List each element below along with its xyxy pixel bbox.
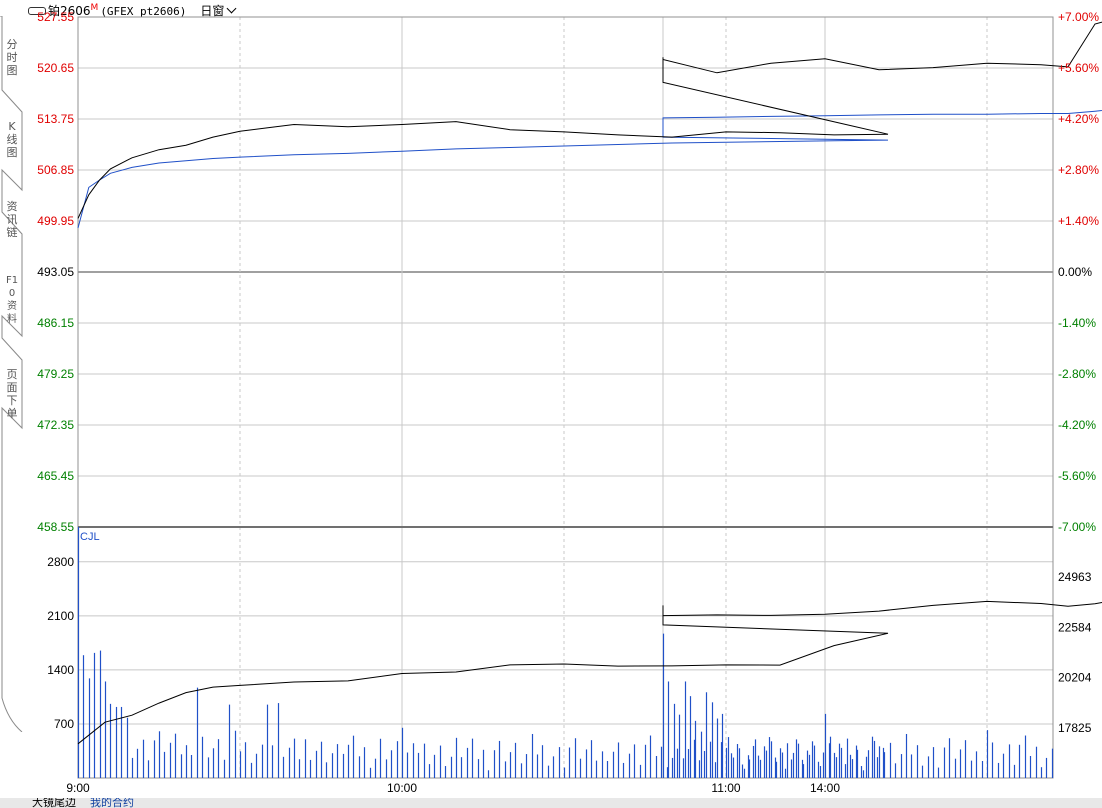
volume-tick-label: 2100 [47, 609, 74, 623]
time-tick-label: 9:00 [66, 781, 90, 795]
price-tick-label: 520.65 [37, 61, 74, 75]
side-tabs: 分时图 K线图 资讯链 F10资料 页面下单 [0, 16, 24, 732]
percent-tick-label: -7.00% [1058, 520, 1096, 534]
axis-labels: 527.55 +7.00% 520.65 +5.60% 513.75 +4.20% 506.… [37, 10, 1099, 795]
window-dropdown-label: 日窗 [200, 4, 225, 18]
price-tick-label: 486.15 [37, 316, 74, 330]
percent-tick-label: -2.80% [1058, 367, 1096, 381]
side-tab-f10[interactable]: F10资料 [5, 275, 19, 325]
price-tick-label: 465.45 [37, 469, 74, 483]
side-tab-kline[interactable]: K线图 [6, 120, 18, 159]
time-tick-label: 11:00 [711, 781, 740, 795]
average-price-line [77, 109, 1102, 229]
price-tick-label: 458.55 [37, 520, 74, 534]
volume-tick-label: 1400 [47, 663, 74, 677]
plot-border [77, 16, 1054, 779]
percent-tick-label: -1.40% [1058, 316, 1096, 330]
open-interest-tick-label: 24963 [1058, 570, 1092, 584]
price-tick-label: 506.85 [37, 163, 74, 177]
volume-bars [77, 527, 1054, 778]
open-interest-tick-label: 20204 [1058, 671, 1092, 685]
side-tab-intraday[interactable]: 分时图 [6, 38, 18, 77]
time-tick-label: 14:00 [810, 781, 840, 795]
percent-tick-label: +5.60% [1058, 61, 1099, 75]
my-contracts-link[interactable]: 我的合约 [90, 798, 134, 808]
open-interest-tick-label: 17825 [1058, 721, 1092, 735]
percent-tick-label: +2.80% [1058, 163, 1099, 177]
price-tick-label: 479.25 [37, 367, 74, 381]
price-tick-label: 527.55 [37, 10, 74, 24]
chart-frame [77, 16, 1054, 779]
chart-grid [78, 17, 1053, 778]
price-line [77, 21, 1102, 219]
percent-tick-label: +7.00% [1058, 10, 1099, 24]
bottom-status-bar: 大镜尾边 我的合约 [0, 798, 1102, 808]
instrument-code: (GFEX pt2606) [100, 5, 187, 18]
percent-tick-label: +1.40% [1058, 214, 1099, 228]
price-tick-label: 493.05 [37, 265, 74, 279]
price-tick-label: 472.35 [37, 418, 74, 432]
instrument-header: 铂2606M (GFEX pt2606) 日窗 [28, 0, 1102, 18]
open-interest-line [77, 600, 1102, 745]
side-tab-outline [0, 16, 23, 732]
percent-tick-label: +4.20% [1058, 112, 1099, 126]
percent-tick-label: -5.60% [1058, 469, 1096, 483]
volume-label: CJL [80, 531, 100, 543]
open-interest-tick-label: 22584 [1058, 620, 1092, 634]
instrument-name: 铂2606 [48, 4, 91, 18]
price-tick-label: 513.75 [37, 112, 74, 126]
percent-tick-label: 0.00% [1058, 265, 1092, 279]
side-tab-news[interactable]: 资讯链 [6, 200, 18, 239]
volume-tick-label: 2800 [47, 555, 74, 569]
time-tick-label: 10:00 [387, 781, 417, 795]
main-contract-badge: M [90, 3, 99, 13]
volume-tick-label: 700 [54, 717, 74, 731]
percent-tick-label: -4.20% [1058, 418, 1096, 432]
price-tick-label: 499.95 [37, 214, 74, 228]
status-text: 大镜尾边 [32, 798, 76, 808]
window-dropdown[interactable]: 日窗 [200, 3, 237, 18]
link-icon[interactable] [28, 6, 46, 15]
side-tab-order[interactable]: 页面下单 [6, 368, 18, 420]
